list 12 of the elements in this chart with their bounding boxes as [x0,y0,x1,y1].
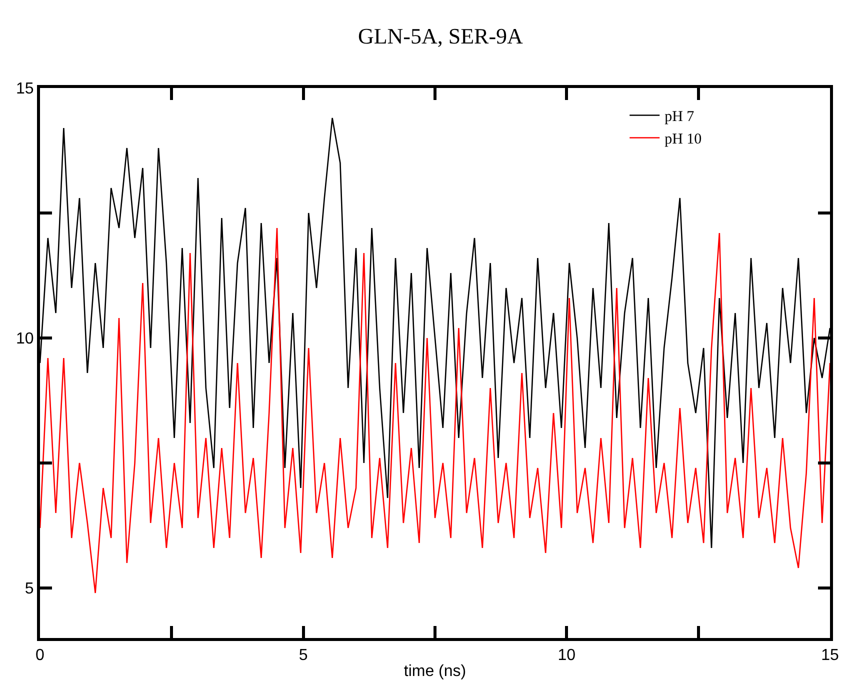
legend-label: pH 10 [664,132,702,148]
x-tick-label: 0 [36,647,45,664]
y-tick-label: 5 [24,580,34,598]
y-tick-label: 10 [16,330,34,348]
x-tick-label: 15 [821,647,839,664]
chart-title: GLN-5A, SER-9A [358,23,524,48]
x-axis-title: time (ns) [404,662,466,680]
x-tick-label: 5 [298,647,308,664]
legend-label: pH 7 [664,109,695,126]
y-tick-label: 15 [16,80,34,98]
line-series [40,227,830,594]
x-tick-label: 10 [558,647,576,664]
